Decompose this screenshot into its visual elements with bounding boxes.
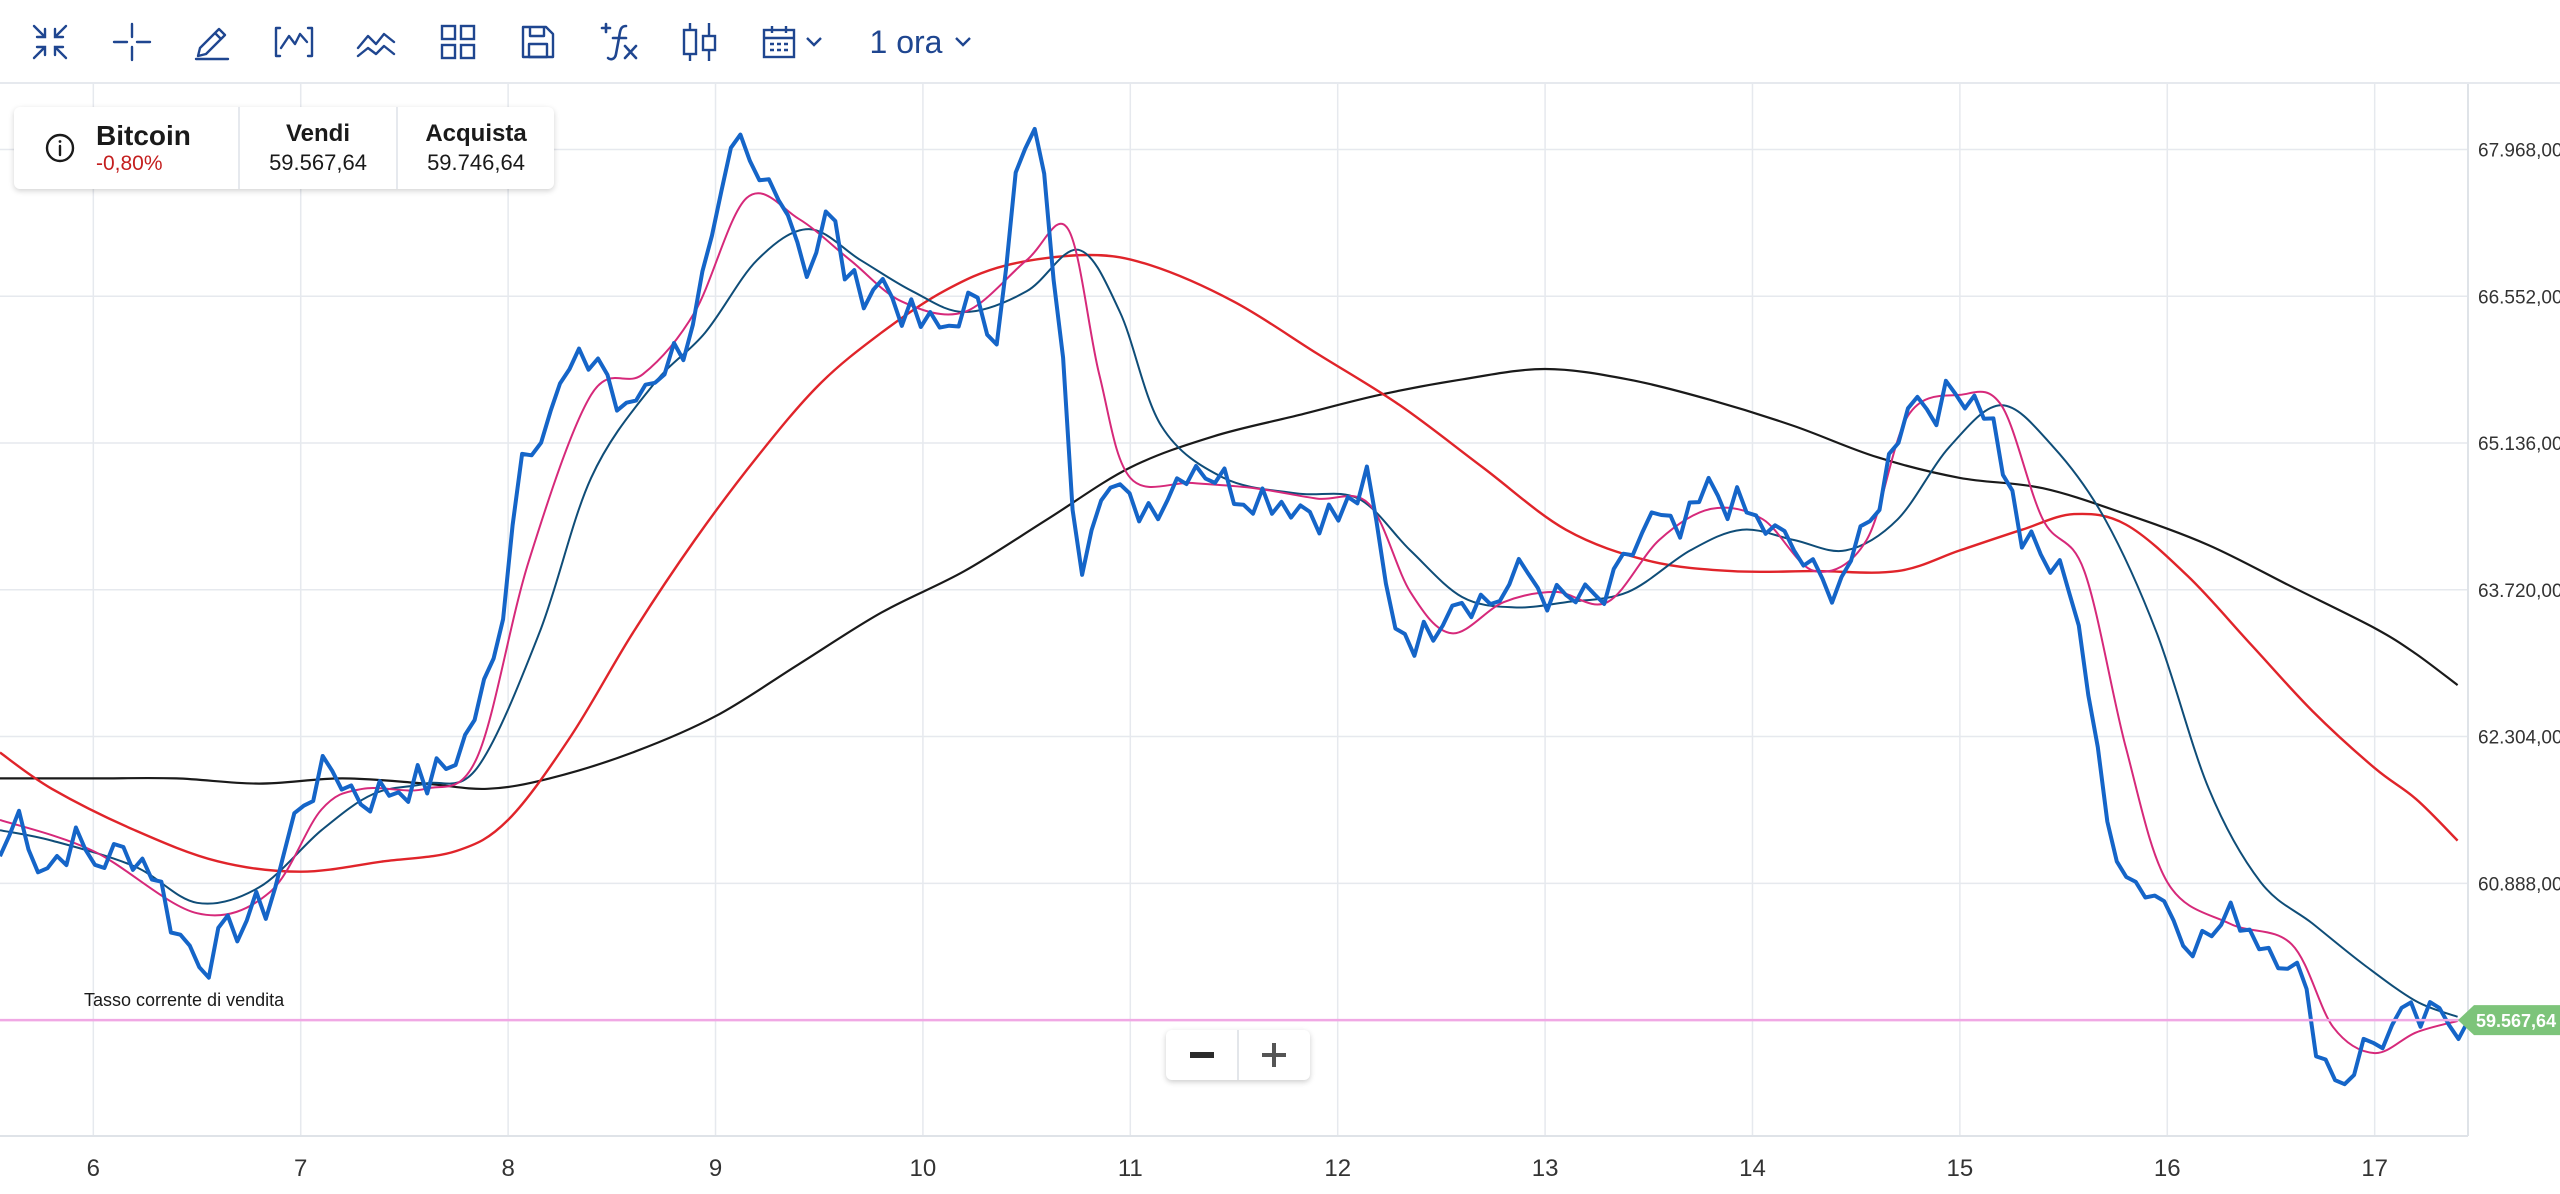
calendar-dropdown[interactable] [756, 14, 828, 70]
x-tick-label: 15 [1947, 1155, 1974, 1182]
buy-price: 59.746,64 [427, 150, 525, 175]
ma-slow-line [0, 253, 2459, 873]
pencil-icon[interactable] [186, 14, 238, 70]
y-tick-label: 65.136,00 [2478, 434, 2560, 455]
current-price-badge [2458, 1005, 2560, 1036]
info-icon[interactable] [44, 132, 76, 164]
ma-long-line [0, 367, 2459, 791]
toolbar: 1 ora [0, 0, 2560, 84]
current-rate-label: Tasso corrente di vendita [84, 990, 285, 1010]
y-tick-label: 60.888,00 [2478, 874, 2560, 895]
sell-price: 59.567,64 [269, 150, 367, 175]
save-icon[interactable] [512, 14, 564, 70]
current-price-label: 59.567,64 [2476, 1011, 2556, 1031]
layout-grid-icon[interactable] [432, 14, 484, 70]
candlestick-icon[interactable] [674, 14, 726, 70]
line-chart-icon[interactable] [268, 14, 320, 70]
zoom-out-button[interactable] [1166, 1030, 1237, 1080]
plus-icon [1262, 1043, 1287, 1067]
chevron-down-icon [955, 37, 972, 47]
divider [396, 107, 398, 189]
y-axis: 60.888,00 62.304,00 63.720,00 65.136,00 66.5… [2458, 141, 2560, 1036]
ma-medium-line [0, 228, 2458, 1018]
buy-label: Acquista [425, 120, 527, 147]
x-tick-label: 6 [87, 1155, 100, 1182]
x-tick-label: 17 [2361, 1155, 2388, 1182]
chart-plot-area [0, 126, 2468, 1087]
instrument-change: -0,80% [96, 152, 163, 175]
timeframe-label: 1 ora [869, 23, 943, 60]
x-tick-label: 13 [1532, 1155, 1559, 1182]
x-tick-label: 16 [2154, 1155, 2181, 1182]
timeframe-dropdown[interactable]: 1 ora [866, 14, 976, 70]
minus-icon [1189, 1052, 1214, 1058]
x-tick-label: 9 [709, 1155, 722, 1182]
current-rate-layer: Tasso corrente di vendita [0, 990, 2468, 1022]
divider [1237, 1030, 1239, 1080]
x-axis: 6 7 8 9 10 11 12 13 14 15 16 17 [87, 1155, 2388, 1182]
price-chart[interactable]: Tasso corrente di vendita 60.888,00 62.30… [0, 84, 2560, 1194]
y-tick-label: 66.552,00 [2478, 287, 2560, 308]
x-tick-label: 8 [501, 1155, 514, 1182]
price-line [0, 126, 2468, 1087]
sell-button[interactable]: Vendi 59.567,64 [240, 107, 396, 189]
zoom-in-button[interactable] [1239, 1030, 1310, 1080]
instrument-info: Bitcoin -0,80% Vendi 59.567,64 Acquista … [14, 107, 554, 189]
x-tick-label: 14 [1739, 1155, 1766, 1182]
y-tick-label: 63.720,00 [2478, 581, 2560, 602]
instrument-name: Bitcoin [96, 120, 191, 151]
function-icon[interactable] [592, 14, 648, 70]
crosshair-icon[interactable] [106, 14, 158, 70]
zoom-control [1166, 1030, 1310, 1080]
chart-grid [0, 84, 2468, 1136]
x-tick-label: 7 [294, 1155, 307, 1182]
collapse-icon[interactable] [24, 14, 76, 70]
ma-fast-line [0, 192, 2458, 1055]
sell-label: Vendi [285, 120, 351, 147]
x-tick-label: 10 [910, 1155, 937, 1182]
chevron-down-icon [806, 37, 822, 47]
y-tick-label: 67.968,00 [2478, 141, 2560, 162]
calendar-icon [762, 26, 796, 59]
buy-button[interactable]: Acquista 59.746,64 [398, 107, 554, 189]
indicator-icon[interactable] [350, 14, 402, 70]
x-tick-label: 12 [1324, 1155, 1351, 1182]
y-tick-label: 62.304,00 [2478, 728, 2560, 749]
divider [238, 107, 240, 189]
x-tick-label: 11 [1118, 1155, 1143, 1182]
instrument-name-cell: Bitcoin -0,80% [14, 107, 238, 189]
